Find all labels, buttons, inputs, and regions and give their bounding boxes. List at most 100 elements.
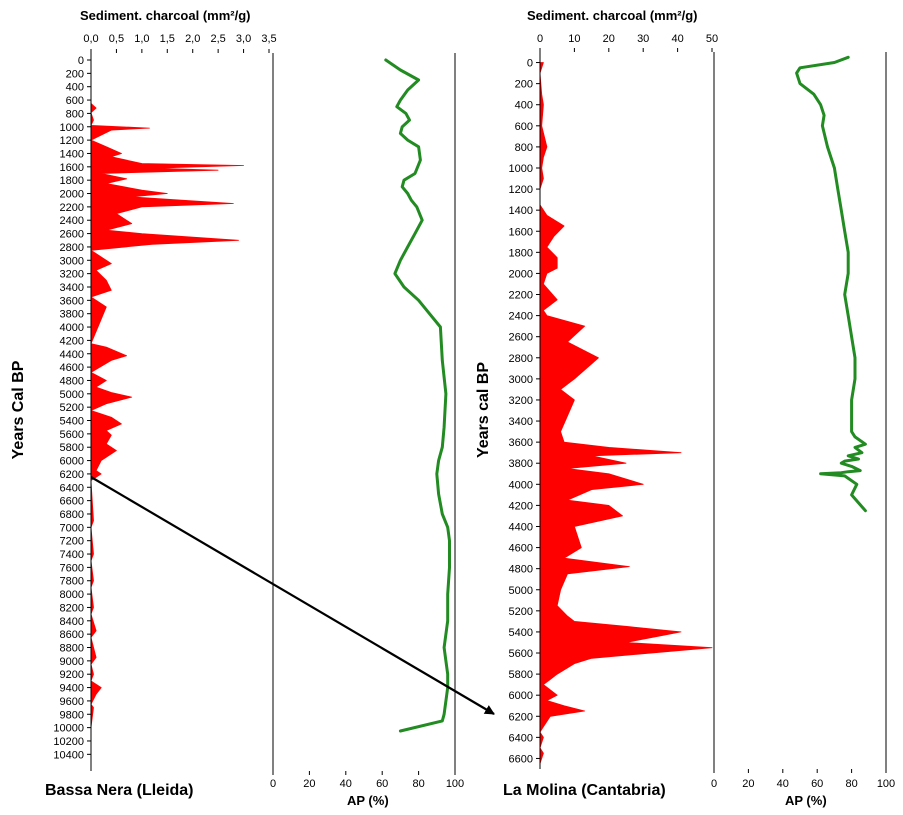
bassa-nera-y-tick-label: 2000	[60, 189, 84, 201]
la-molina-ap-x-tick-label: 0	[711, 778, 717, 790]
bassa-nera-y-tick-label: 1200	[60, 135, 84, 147]
bassa-nera-y-tick-label: 7600	[60, 562, 84, 574]
la-molina-y-tick-label: 5000	[509, 585, 533, 597]
bassa-nera-y-tick-label: 3000	[60, 255, 84, 267]
la-molina-charcoal-title: Sediment. charcoal (mm²/g)	[527, 8, 697, 23]
bassa-nera-y-tick-label: 5200	[60, 402, 84, 414]
la-molina-y-tick-label: 6400	[509, 732, 533, 744]
la-molina-y-tick-label: 5400	[509, 627, 533, 639]
bassa-nera-y-tick-label: 8000	[60, 589, 84, 601]
la-molina-charcoal-area-shape	[539, 62, 713, 765]
bassa-nera-y-tick-label: 1400	[60, 148, 84, 160]
bassa-nera-charcoal-x-tick-label: 1,5	[160, 33, 175, 45]
bassa-nera-charcoal-area	[90, 102, 244, 729]
la-molina-y-tick-label: 4600	[509, 543, 533, 555]
la-molina-y-tick-label: 0	[527, 58, 533, 70]
bassa-nera-ap-line	[384, 58, 451, 733]
bassa-nera-y-tick-label: 5000	[60, 389, 84, 401]
la-molina-y-tick-label: 600	[515, 121, 533, 133]
la-molina-y-tick-label: 4000	[509, 479, 533, 491]
la-molina-y-tick-label: 800	[515, 142, 533, 154]
la-molina-charcoal-x-tick-label: 20	[603, 33, 615, 45]
bassa-nera-y-tick-label: 6800	[60, 509, 84, 521]
bassa-nera-y-tick-label: 4000	[60, 322, 84, 334]
bassa-nera-panel: Sediment. charcoal (mm²/g) 0,0 0,5 1,0 1,5 2…	[10, 8, 464, 808]
la-molina-charcoal-x-tick-label: 10	[568, 33, 580, 45]
bassa-nera-y-tick-label: 1600	[60, 162, 84, 174]
bassa-nera-y-tick-label: 5600	[60, 429, 84, 441]
bassa-nera-y-tick-label: 4600	[60, 362, 84, 374]
bassa-nera-y-tick-label: 800	[66, 108, 84, 120]
la-molina-y-tick-label: 6000	[509, 690, 533, 702]
la-molina-y-tick-label: 3000	[509, 374, 533, 386]
la-molina-charcoal-x-tick-label: 30	[637, 33, 649, 45]
bassa-nera-y-tick-label: 2800	[60, 242, 84, 254]
bassa-nera-y-tick-label: 8200	[60, 602, 84, 614]
bassa-nera-y-tick-label: 7800	[60, 576, 84, 588]
la-molina-charcoal-x-tick-label: 0	[537, 33, 543, 45]
bassa-nera-y-tick-label: 3200	[60, 269, 84, 281]
la-molina-ap-x-tick-label: 80	[845, 778, 857, 790]
bassa-nera-charcoal-x-ticks: 0,0 0,5 1,0 1,5 2,0 2,5 3,0 3,5	[83, 33, 277, 53]
bassa-nera-y-tick-label: 0	[78, 55, 84, 67]
bassa-nera-y-tick-label: 200	[66, 68, 84, 80]
bassa-nera-y-tick-label: 3800	[60, 309, 84, 321]
bassa-nera-charcoal-x-tick-label: 0,0	[83, 33, 98, 45]
bassa-nera-y-tick-label: 9400	[60, 683, 84, 695]
la-molina-ap-x-ticks: 0 20 40 60 80 100	[711, 769, 895, 790]
bassa-nera-y-tick-label: 4400	[60, 349, 84, 361]
bassa-nera-ap-x-tick-label: 80	[412, 778, 424, 790]
la-molina-ap-x-tick-label: 20	[742, 778, 754, 790]
la-molina-y-tick-label: 5600	[509, 648, 533, 660]
la-molina-y-tick-label: 3800	[509, 458, 533, 470]
bassa-nera-charcoal-area-shape	[90, 102, 244, 729]
bassa-nera-charcoal-x-tick-label: 1,0	[134, 33, 149, 45]
la-molina-y-tick-label: 6200	[509, 711, 533, 723]
bassa-nera-y-tick-label: 4800	[60, 375, 84, 387]
bassa-nera-y-tick-label: 8600	[60, 629, 84, 641]
correlation-arrow	[90, 476, 495, 715]
bassa-nera-charcoal-x-tick-label: 0,5	[109, 33, 124, 45]
la-molina-ap-x-tick-label: 60	[811, 778, 823, 790]
bassa-nera-charcoal-x-tick-label: 2,0	[185, 33, 200, 45]
la-molina-y-tick-label: 1800	[509, 247, 533, 259]
bassa-nera-site-label: Bassa Nera (Lleida)	[45, 782, 194, 799]
la-molina-charcoal-x-ticks: 0 10 20 30 40 50	[537, 33, 718, 52]
la-molina-y-tick-label: 1000	[509, 163, 533, 175]
bassa-nera-y-tick-label: 7400	[60, 549, 84, 561]
la-molina-y-tick-label: 6600	[509, 753, 533, 765]
bassa-nera-charcoal-x-tick-label: 3,5	[261, 33, 276, 45]
la-molina-ap-line-shape	[795, 55, 867, 513]
la-molina-charcoal-x-tick-label: 40	[671, 33, 683, 45]
bassa-nera-y-tick-label: 9600	[60, 696, 84, 708]
la-molina-y-tick-label: 1600	[509, 226, 533, 238]
bassa-nera-ap-x-tick-label: 100	[446, 778, 464, 790]
bassa-nera-y-tick-label: 4200	[60, 335, 84, 347]
la-molina-ap-label: AP (%)	[785, 793, 827, 808]
bassa-nera-y-tick-label: 9000	[60, 656, 84, 668]
bassa-nera-y-tick-label: 3600	[60, 295, 84, 307]
la-molina-panel: Sediment. charcoal (mm²/g) 0 10 20 30 40 50 0…	[475, 8, 895, 808]
la-molina-y-tick-label: 3200	[509, 395, 533, 407]
la-molina-y-ticks: 0 200 400 600 800 1000 1200 1400 1600 1800 2000 220…	[509, 58, 540, 765]
bassa-nera-y-tick-label: 7200	[60, 536, 84, 548]
bassa-nera-y-tick-label: 1800	[60, 175, 84, 187]
bassa-nera-charcoal-x-tick-label: 3,0	[236, 33, 251, 45]
la-molina-y-tick-label: 5800	[509, 669, 533, 681]
la-molina-y-tick-label: 2800	[509, 353, 533, 365]
bassa-nera-y-tick-label: 9200	[60, 669, 84, 681]
la-molina-y-tick-label: 4400	[509, 521, 533, 533]
bassa-nera-charcoal-x-tick-label: 2,5	[210, 33, 225, 45]
bassa-nera-y-tick-label: 6000	[60, 456, 84, 468]
bassa-nera-y-tick-label: 7000	[60, 522, 84, 534]
bassa-nera-y-tick-label: 9800	[60, 709, 84, 721]
bassa-nera-ap-line-shape	[384, 58, 451, 733]
bassa-nera-y-tick-label: 2200	[60, 202, 84, 214]
bassa-nera-y-tick-label: 6600	[60, 496, 84, 508]
bassa-nera-y-tick-label: 6400	[60, 482, 84, 494]
la-molina-y-tick-label: 4200	[509, 500, 533, 512]
la-molina-y-tick-label: 2400	[509, 311, 533, 323]
la-molina-y-tick-label: 1400	[509, 205, 533, 217]
